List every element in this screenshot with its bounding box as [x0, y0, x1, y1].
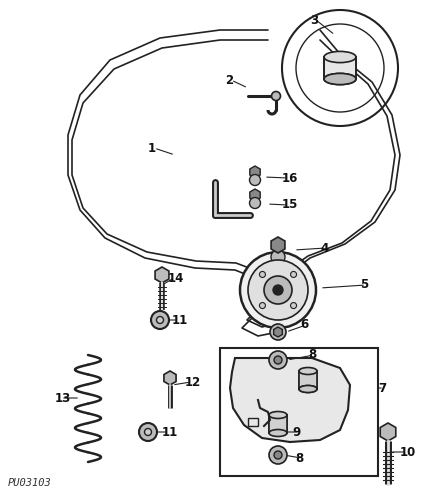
Bar [220, 348, 378, 476]
Polygon shape [230, 358, 350, 442]
Circle shape [139, 423, 157, 441]
Text: 14: 14 [168, 272, 184, 284]
Text: 1: 1 [148, 142, 156, 154]
Text: 11: 11 [162, 426, 178, 438]
Text: PU03103: PU03103 [8, 478, 52, 488]
Text: 8: 8 [308, 348, 316, 362]
Bar [299, 371, 317, 389]
Ellipse shape [324, 74, 356, 85]
Bar [248, 418, 258, 426]
Text: 16: 16 [282, 172, 298, 184]
Text: 8: 8 [295, 452, 303, 464]
Ellipse shape [269, 412, 287, 418]
Bar [324, 57, 356, 79]
Text: 13: 13 [55, 392, 71, 404]
Text: 7: 7 [378, 382, 386, 394]
Ellipse shape [299, 368, 317, 374]
Ellipse shape [299, 386, 317, 392]
Circle shape [259, 302, 265, 308]
Circle shape [248, 260, 308, 320]
Text: 15: 15 [282, 198, 298, 211]
Circle shape [259, 272, 265, 278]
Text: 2: 2 [225, 74, 233, 86]
Circle shape [269, 351, 287, 369]
Circle shape [271, 250, 285, 264]
Circle shape [240, 252, 316, 328]
Text: 11: 11 [172, 314, 188, 326]
Text: 4: 4 [320, 242, 328, 254]
Text: 9: 9 [292, 426, 300, 438]
Circle shape [291, 302, 297, 308]
Ellipse shape [269, 430, 287, 436]
Circle shape [274, 451, 282, 459]
Circle shape [271, 92, 280, 100]
Circle shape [250, 198, 261, 208]
Text: 6: 6 [300, 318, 308, 332]
Circle shape [291, 272, 297, 278]
Text: 10: 10 [400, 446, 416, 458]
Circle shape [250, 174, 261, 186]
Ellipse shape [324, 52, 356, 62]
Circle shape [273, 285, 283, 295]
Circle shape [151, 311, 169, 329]
Circle shape [270, 324, 286, 340]
Text: 12: 12 [185, 376, 201, 388]
Circle shape [264, 276, 292, 304]
Circle shape [269, 446, 287, 464]
Text: 5: 5 [360, 278, 368, 291]
Circle shape [274, 356, 282, 364]
Text: 3: 3 [310, 14, 318, 26]
Circle shape [145, 428, 152, 436]
Bar [269, 415, 287, 433]
Circle shape [157, 316, 163, 324]
